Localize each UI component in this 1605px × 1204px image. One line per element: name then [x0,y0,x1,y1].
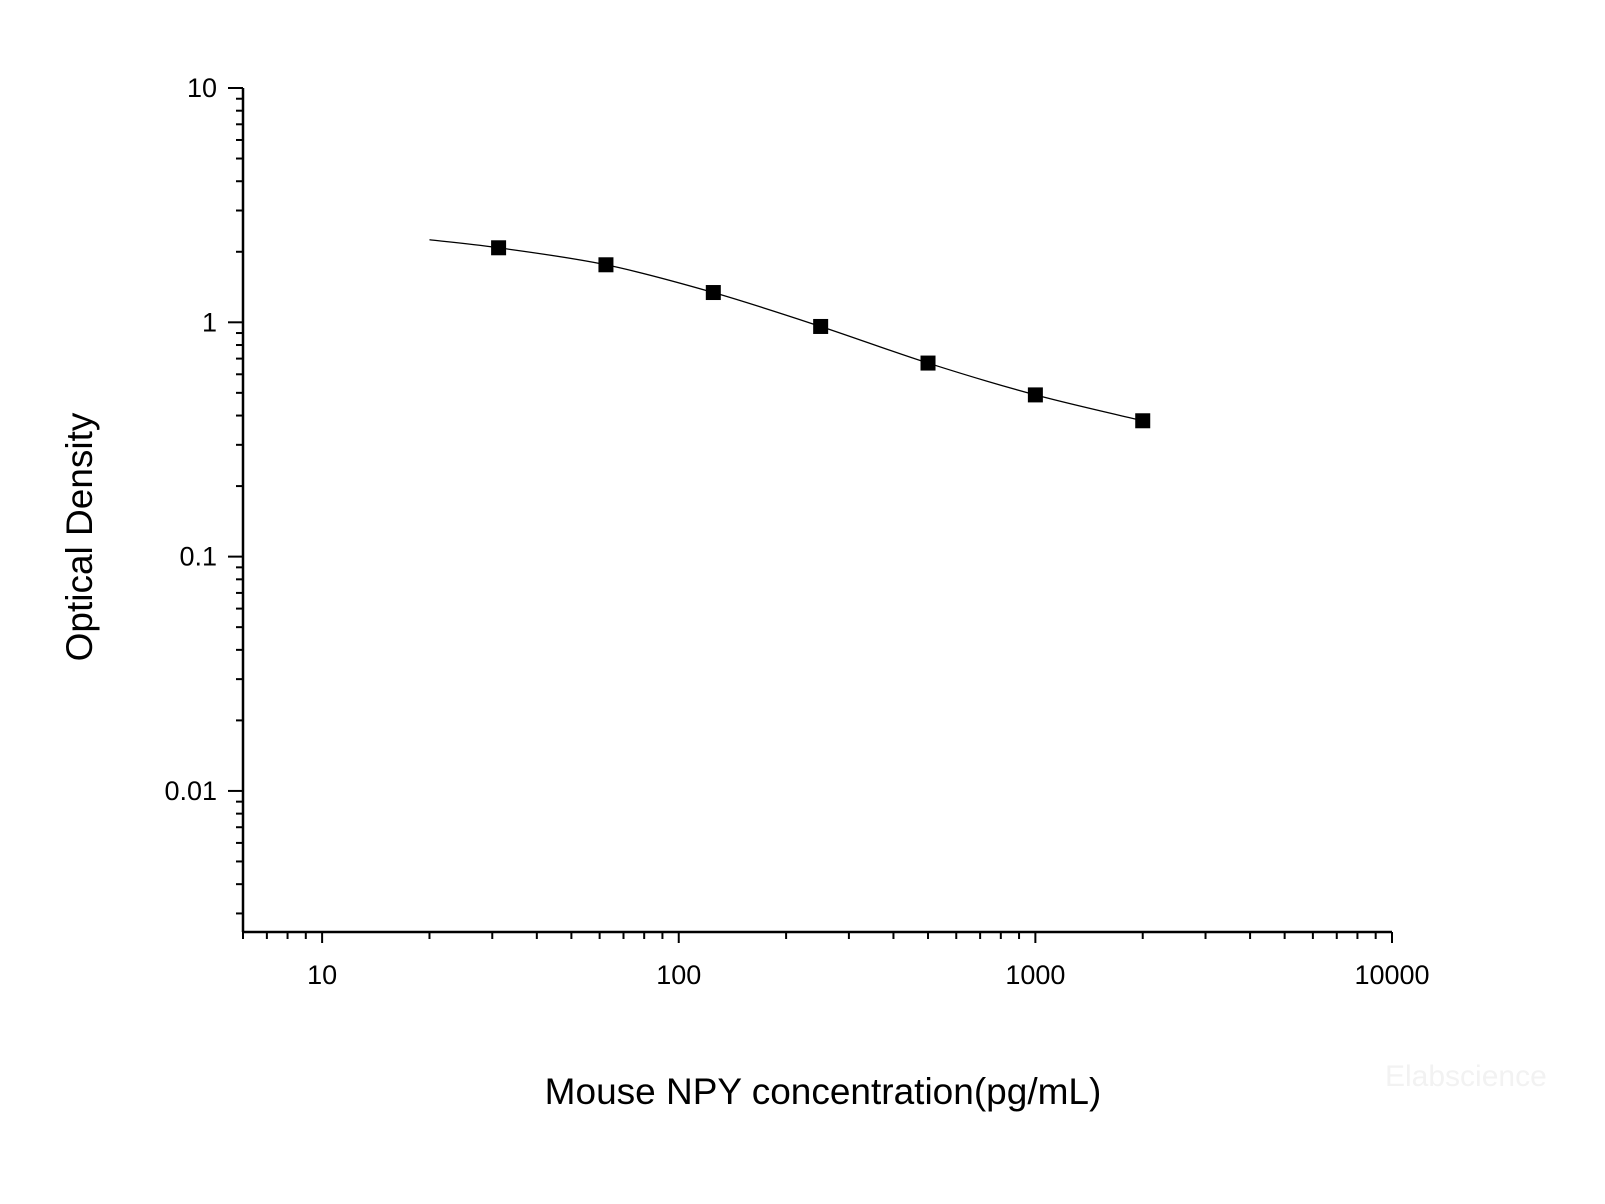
data-point [920,355,936,371]
y-tick-labels: 0.01 0.1 1 10 [164,73,217,806]
data-point [813,318,829,334]
x-tick-label: 10000 [1354,960,1429,990]
data-point [598,257,614,273]
y-tick-label: 10 [187,73,217,103]
x-tick-label: 1000 [1005,960,1065,990]
data-point [491,240,507,256]
data-point [1027,387,1043,403]
y-tick-label: 0.1 [179,542,217,572]
data-point [1135,413,1151,429]
x-tick-label: 100 [656,960,701,990]
data-point [705,285,721,301]
x-tick-labels: 10 100 1000 10000 [307,960,1429,990]
y-tick-label: 0.01 [164,776,217,806]
data-points [491,240,1151,429]
tick-marks [228,87,1393,943]
y-tick-label: 1 [202,307,217,337]
standard-curve-chart: 10 100 1000 10000 0.01 0.1 1 10 Mouse NPY conc… [59,73,1547,1112]
fit-curve [429,239,1143,422]
x-tick-label: 10 [307,960,337,990]
x-axis-title: Mouse NPY concentration(pg/mL) [545,1071,1102,1112]
y-axis-title: Optical Density [59,412,100,661]
watermark: Elabscience [1385,1060,1547,1093]
